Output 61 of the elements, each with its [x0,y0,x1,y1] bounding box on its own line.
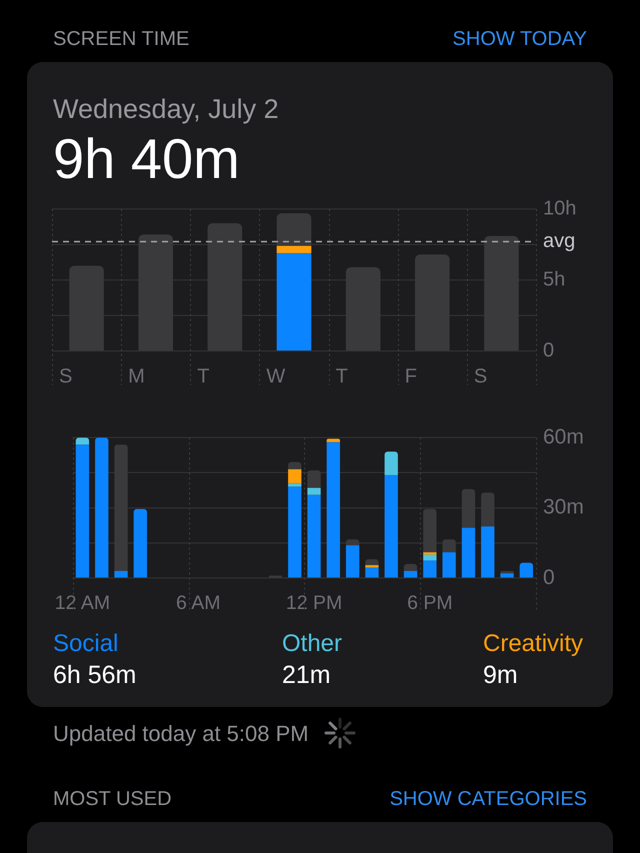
x-tick-label: 6 PM [407,592,453,614]
x-tick-label: 12 AM [54,592,110,614]
x-tick-label: 12 PM [286,592,342,614]
text: Updated today at 5:08 PM [53,721,309,746]
text: SCREEN TIME [53,28,190,50]
text: MOST USED [53,788,172,810]
x-tick-label: S [474,366,488,388]
text: 21m [282,661,331,690]
bar [500,570,514,574]
text: SHOW TODAY [452,28,587,50]
y-tick-label: 0 [543,566,555,589]
y-tick-label: 0 [543,340,554,362]
bar [95,438,108,578]
text: Creativity [483,630,584,656]
bar [462,528,476,578]
y-tick-label: 10h [543,198,576,220]
x-tick-label: 6 AM [176,592,220,614]
x-tick-label: T [197,366,210,388]
bar [365,567,379,578]
bar [404,564,418,571]
y-tick-label: 5h [543,268,566,291]
bar [307,494,321,578]
bar [276,246,312,254]
bar [365,559,379,566]
bar [276,253,312,350]
bar [114,570,128,578]
bar [288,462,302,470]
x-tick-label: F [404,366,417,388]
bar [423,554,437,560]
bar [76,444,90,578]
y-tick-label: 30m [543,496,584,519]
text: Social [53,630,118,656]
bar [404,570,418,578]
bar [307,488,321,495]
bar [76,438,90,445]
chart-title: Wednesday, July 2 [53,94,279,124]
bar [423,560,437,578]
x-tick-label: T [336,366,348,388]
text: Other [282,630,342,656]
y-tick-label: 60m [543,425,584,448]
x-tick-label: S [59,366,72,388]
bar [500,573,514,578]
bar [288,486,302,578]
chart-subtitle: 9h 40m [53,126,240,190]
bar [288,469,302,484]
bar [288,483,302,487]
bar [384,475,398,578]
text: SHOW CATEGORIES [390,788,587,810]
text: 9m [483,661,518,690]
bar [326,438,340,442]
bar [384,452,398,476]
bar [520,562,534,578]
bar [346,545,360,578]
bar [134,508,147,578]
text: 6h 56m [53,661,136,690]
bar [326,442,340,578]
ref-line-label: avg [543,230,576,252]
bar [481,526,494,578]
x-tick-label: W [266,366,286,388]
x-tick-label: M [128,366,145,388]
bar [442,552,456,578]
